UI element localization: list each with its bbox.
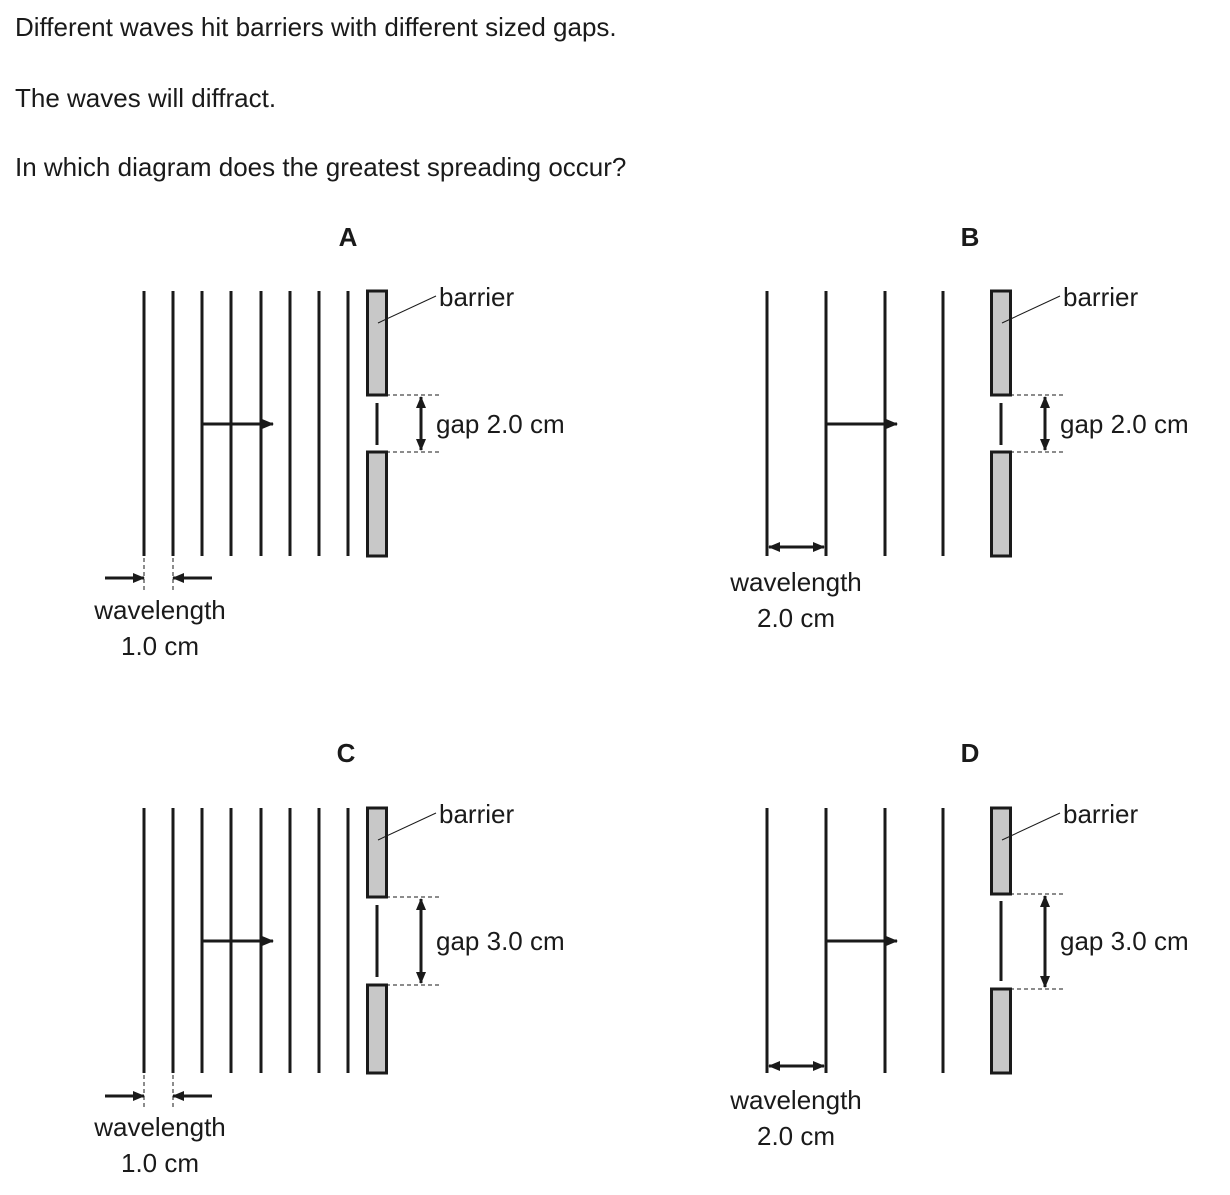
wavelength-guides-c — [143, 1075, 174, 1109]
gap-label-d: gap 3.0 cm — [1060, 926, 1189, 956]
diagram-a: A barrier gap 2.0 cm wavelength 1.0 cm — [93, 222, 564, 661]
barrier-b — [990, 289, 1012, 558]
barrier-label-c: barrier — [439, 799, 514, 829]
wavelength-label-b: wavelength — [729, 567, 862, 597]
barrier-pointer-d — [1001, 812, 1061, 841]
wavelength-value-b: 2.0 cm — [757, 603, 835, 633]
barrier-label-b: barrier — [1063, 282, 1138, 312]
gap-label-a: gap 2.0 cm — [436, 409, 565, 439]
diagram-label-b: B — [961, 222, 980, 252]
gap-label-c: gap 3.0 cm — [436, 926, 565, 956]
wavelength-label-a: wavelength — [93, 595, 226, 625]
barrier-pointer-a — [377, 295, 437, 324]
diagram-label-c: C — [337, 738, 356, 768]
barrier-a — [366, 289, 388, 558]
barrier-pointer-b — [1001, 295, 1061, 324]
diagram-b: B barrier gap 2.0 cm wavelength 2.0 cm — [729, 222, 1188, 633]
question-line-3: In which diagram does the greatest sprea… — [15, 152, 627, 182]
gap-guides-a — [386, 394, 440, 453]
gap-guides-b — [1010, 394, 1064, 453]
barrier-pointer-c — [377, 812, 437, 841]
diagram-c: C barrier gap 3.0 cm wavelength 1.0 cm — [93, 738, 564, 1178]
wavelength-value-c: 1.0 cm — [121, 1148, 199, 1178]
barrier-c — [366, 806, 388, 1075]
question-line-2: The waves will diffract. — [15, 83, 277, 113]
barrier-label-d: barrier — [1063, 799, 1138, 829]
question-line-1: Different waves hit barriers with differ… — [15, 12, 617, 42]
wavelength-guides-a — [143, 558, 174, 592]
wavelength-value-d: 2.0 cm — [757, 1121, 835, 1151]
wavelength-label-c: wavelength — [93, 1112, 226, 1142]
gap-guides-d — [1010, 893, 1064, 990]
diagram-label-a: A — [339, 222, 358, 252]
gap-guides-c — [386, 896, 440, 986]
barrier-label-a: barrier — [439, 282, 514, 312]
diagram-d: D barrier gap 3.0 cm wavelength 2.0 cm — [729, 738, 1188, 1151]
diagram-label-d: D — [961, 738, 980, 768]
wavelength-value-a: 1.0 cm — [121, 631, 199, 661]
gap-label-b: gap 2.0 cm — [1060, 409, 1189, 439]
wavelength-label-d: wavelength — [729, 1085, 862, 1115]
barrier-d — [990, 806, 1012, 1075]
